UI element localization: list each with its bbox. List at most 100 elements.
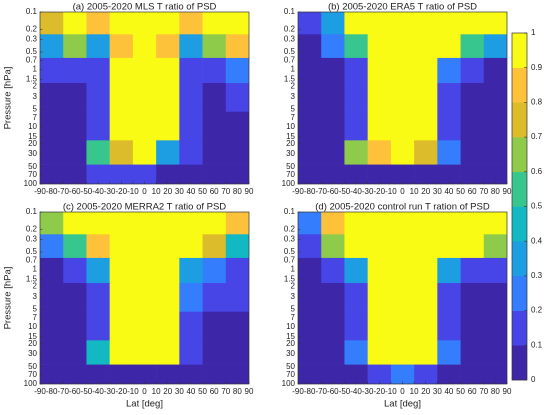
contour-cell [156,57,180,84]
x-tick-label: -90 [34,387,46,396]
contour-cell [344,364,368,384]
y-tick-label: 0.3 [26,234,38,243]
contour-cell [390,311,415,341]
contour-cell [179,57,203,84]
contour-cell [344,111,368,141]
contour-cell [460,140,485,165]
x-tick-label: -70 [315,387,327,396]
colorbar-swatch [512,102,527,138]
contour-cell [367,234,392,259]
contour-cell [225,283,249,312]
y-tick-label: 0.1 [284,7,296,16]
contour-cell [179,234,203,259]
colorbar-swatch [512,171,527,207]
contour-cell [344,83,368,112]
contour-cell [179,283,203,312]
y-tick-label: 7 [33,313,38,322]
contour-cell [298,257,322,284]
contour-cell [437,34,461,59]
contour-cell [40,257,64,284]
panel-title: (c) 2005-2020 MERRA2 T ratio of PSD [63,202,226,213]
contour-cell [321,12,345,35]
contour-cell [483,12,507,35]
y-tick-label: 3 [33,92,38,101]
contour-cell [414,212,438,235]
contour-cell [63,111,87,141]
panel-title: (d) 2005-2020 control run T ration of PS… [315,202,490,213]
contour-cell [483,111,507,141]
contour-cell [132,340,157,365]
contour-cell [86,57,110,84]
contour-cell [132,34,157,59]
colorbar-tick-label: 0 [531,375,536,384]
contour-cell [86,140,110,165]
contour-cell [86,364,110,384]
contour-cell [367,364,392,384]
contour-cell [132,12,157,35]
contour-cell [40,34,64,59]
contour-cell [132,364,157,384]
contour-cell [460,311,485,341]
y-tick-label: 0.7 [284,56,296,65]
x-tick-label: 50 [456,187,465,196]
contour-cell [321,283,345,312]
y-tick-label: 0.7 [26,56,38,65]
x-tick-label: 40 [444,187,453,196]
contour-cell [483,364,507,384]
contour-cell [109,12,134,35]
x-tick-label: 70 [479,387,488,396]
colorbar-swatch [512,275,527,311]
y-tick-label: 0.3 [284,234,296,243]
colorbar-tick-label: 0.7 [531,132,543,141]
contour-cell [109,340,134,365]
contour-cell [202,140,227,165]
y-tick-label: 15 [28,132,37,141]
contour-cell [483,311,507,341]
y-tick-label: 50 [28,162,37,171]
contour-cell [321,340,345,365]
y-tick-label: 2 [291,82,296,91]
x-tick-label: 20 [163,187,172,196]
contour-cell [225,111,249,141]
contour-cell [344,311,368,341]
panel: -90 -80 -70 -60 -50 -40 -30 -20 -10 0 10 20 30 40 50 60… [282,2,512,197]
contour-cell [298,364,322,384]
y-tick-label: 7 [291,313,296,322]
x-tick-label: -90 [292,387,304,396]
contour-cell [321,212,345,235]
y-tick-label: 10 [28,322,37,331]
contour-cell [202,34,227,59]
y-tick-label: 70 [28,370,37,379]
x-tick-label: 80 [491,387,500,396]
contour-cell [321,83,345,112]
y-axis-label: Pressure [hPa] [3,267,14,330]
x-tick-label: 10 [410,187,419,196]
contour-cell [390,212,415,235]
contour-cell [344,34,368,59]
contour-cell [109,111,134,141]
contour-cell [156,140,180,165]
contour-cell [367,257,392,284]
x-tick-label: -90 [34,187,46,196]
contour-cell [63,257,87,284]
y-tick-label: 20 [286,339,295,348]
y-tick-label: 50 [28,362,37,371]
y-tick-label: 7 [291,113,296,122]
contour-cell [367,311,392,341]
contour-cell [132,257,157,284]
contour-cell [437,257,461,284]
contour-cell [156,12,180,35]
contour-cell [390,164,415,184]
contour-cell [63,340,87,365]
contour-cell [414,12,438,35]
contour-cell [414,140,438,165]
x-tick-label: -70 [57,387,69,396]
contour-cell [414,234,438,259]
x-tick-label: -80 [46,187,58,196]
panel-title: (a) 2005-2020 MLS T ratio of PSD [73,2,217,13]
contour-cell [414,283,438,312]
contour-cell [225,340,249,365]
contour-cell [437,140,461,165]
x-tick-label: -80 [46,387,58,396]
contour-cell [344,164,368,184]
